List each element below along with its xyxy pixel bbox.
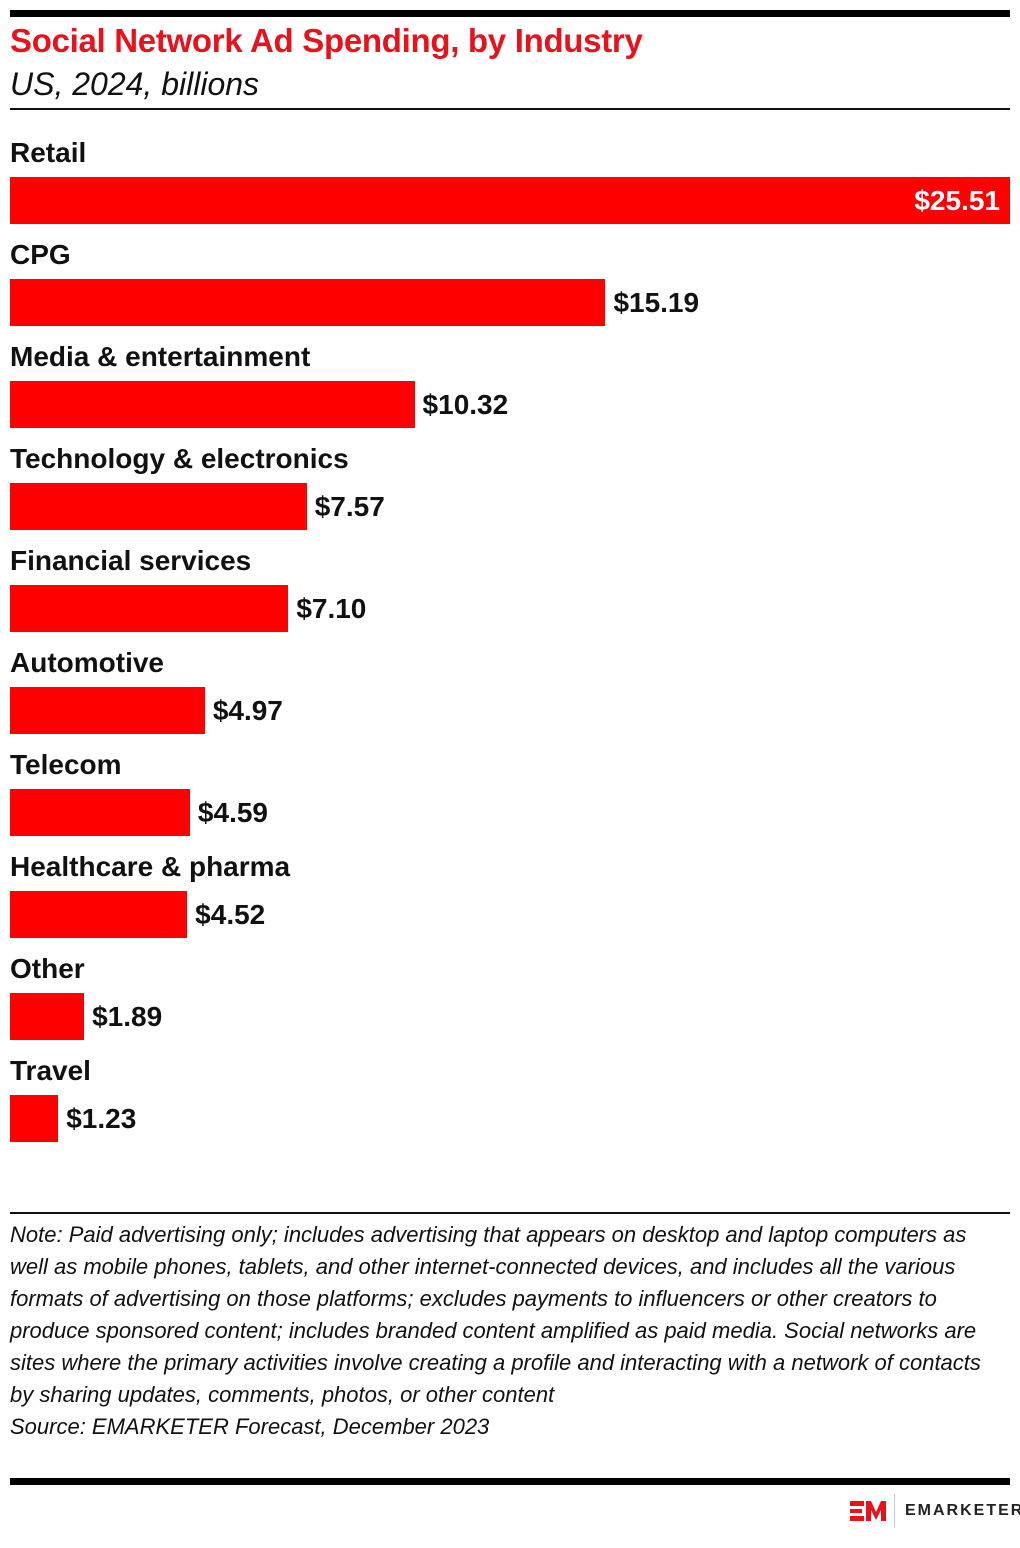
category-label: Financial services <box>10 545 252 576</box>
category-label: Automotive <box>10 647 164 678</box>
bar <box>10 789 190 836</box>
value-label: $10.32 <box>422 389 509 420</box>
bar <box>10 1095 59 1142</box>
category-label: Retail <box>10 137 87 168</box>
value-label: $1.89 <box>92 1001 163 1032</box>
value-label: $7.57 <box>314 491 385 522</box>
footer-divider <box>10 1212 1010 1214</box>
note-text: Note: Paid advertising only; includes ad… <box>10 1222 981 1407</box>
value-label: $4.59 <box>197 797 268 828</box>
bottom-rule <box>10 1478 1010 1485</box>
bar <box>10 585 289 632</box>
em-logo-icon <box>850 1501 886 1521</box>
bar <box>10 483 307 530</box>
bar <box>10 993 85 1040</box>
category-label: Travel <box>10 1055 91 1086</box>
value-label: $4.52 <box>195 899 266 930</box>
category-label: Media & entertainment <box>10 341 311 372</box>
bar <box>10 279 606 326</box>
chart-subtitle: US, 2024, billions <box>10 66 260 102</box>
chart-title: Social Network Ad Spending, by Industry <box>10 22 643 59</box>
value-label: $1.23 <box>66 1103 137 1134</box>
category-label: Telecom <box>10 749 122 780</box>
category-label: Other <box>10 953 85 984</box>
value-label: $4.97 <box>212 695 283 726</box>
bar-chart: Retail $25.51 CPG $15.19 Media & entertainme… <box>10 137 1010 1142</box>
footnotes: Note: Paid advertising only; includes ad… <box>10 1219 1010 1443</box>
top-rule <box>10 10 1010 17</box>
value-label: $25.51 <box>914 185 1000 216</box>
source-text: Source: EMARKETER Forecast, December 202… <box>10 1414 490 1439</box>
category-label: CPG <box>10 239 71 270</box>
bar <box>10 381 415 428</box>
bar <box>10 891 188 938</box>
value-label: $7.10 <box>296 593 367 624</box>
logo-separator <box>894 1494 895 1528</box>
brand-name: EMARKETER <box>905 1502 1020 1519</box>
category-label: Technology & electronics <box>10 443 349 474</box>
category-label: Healthcare & pharma <box>10 851 291 882</box>
bar <box>10 177 1010 224</box>
bar <box>10 687 205 734</box>
header-divider <box>10 108 1010 110</box>
value-label: $15.19 <box>613 287 700 318</box>
emarketer-logo: EMARKETER <box>850 1494 1020 1528</box>
